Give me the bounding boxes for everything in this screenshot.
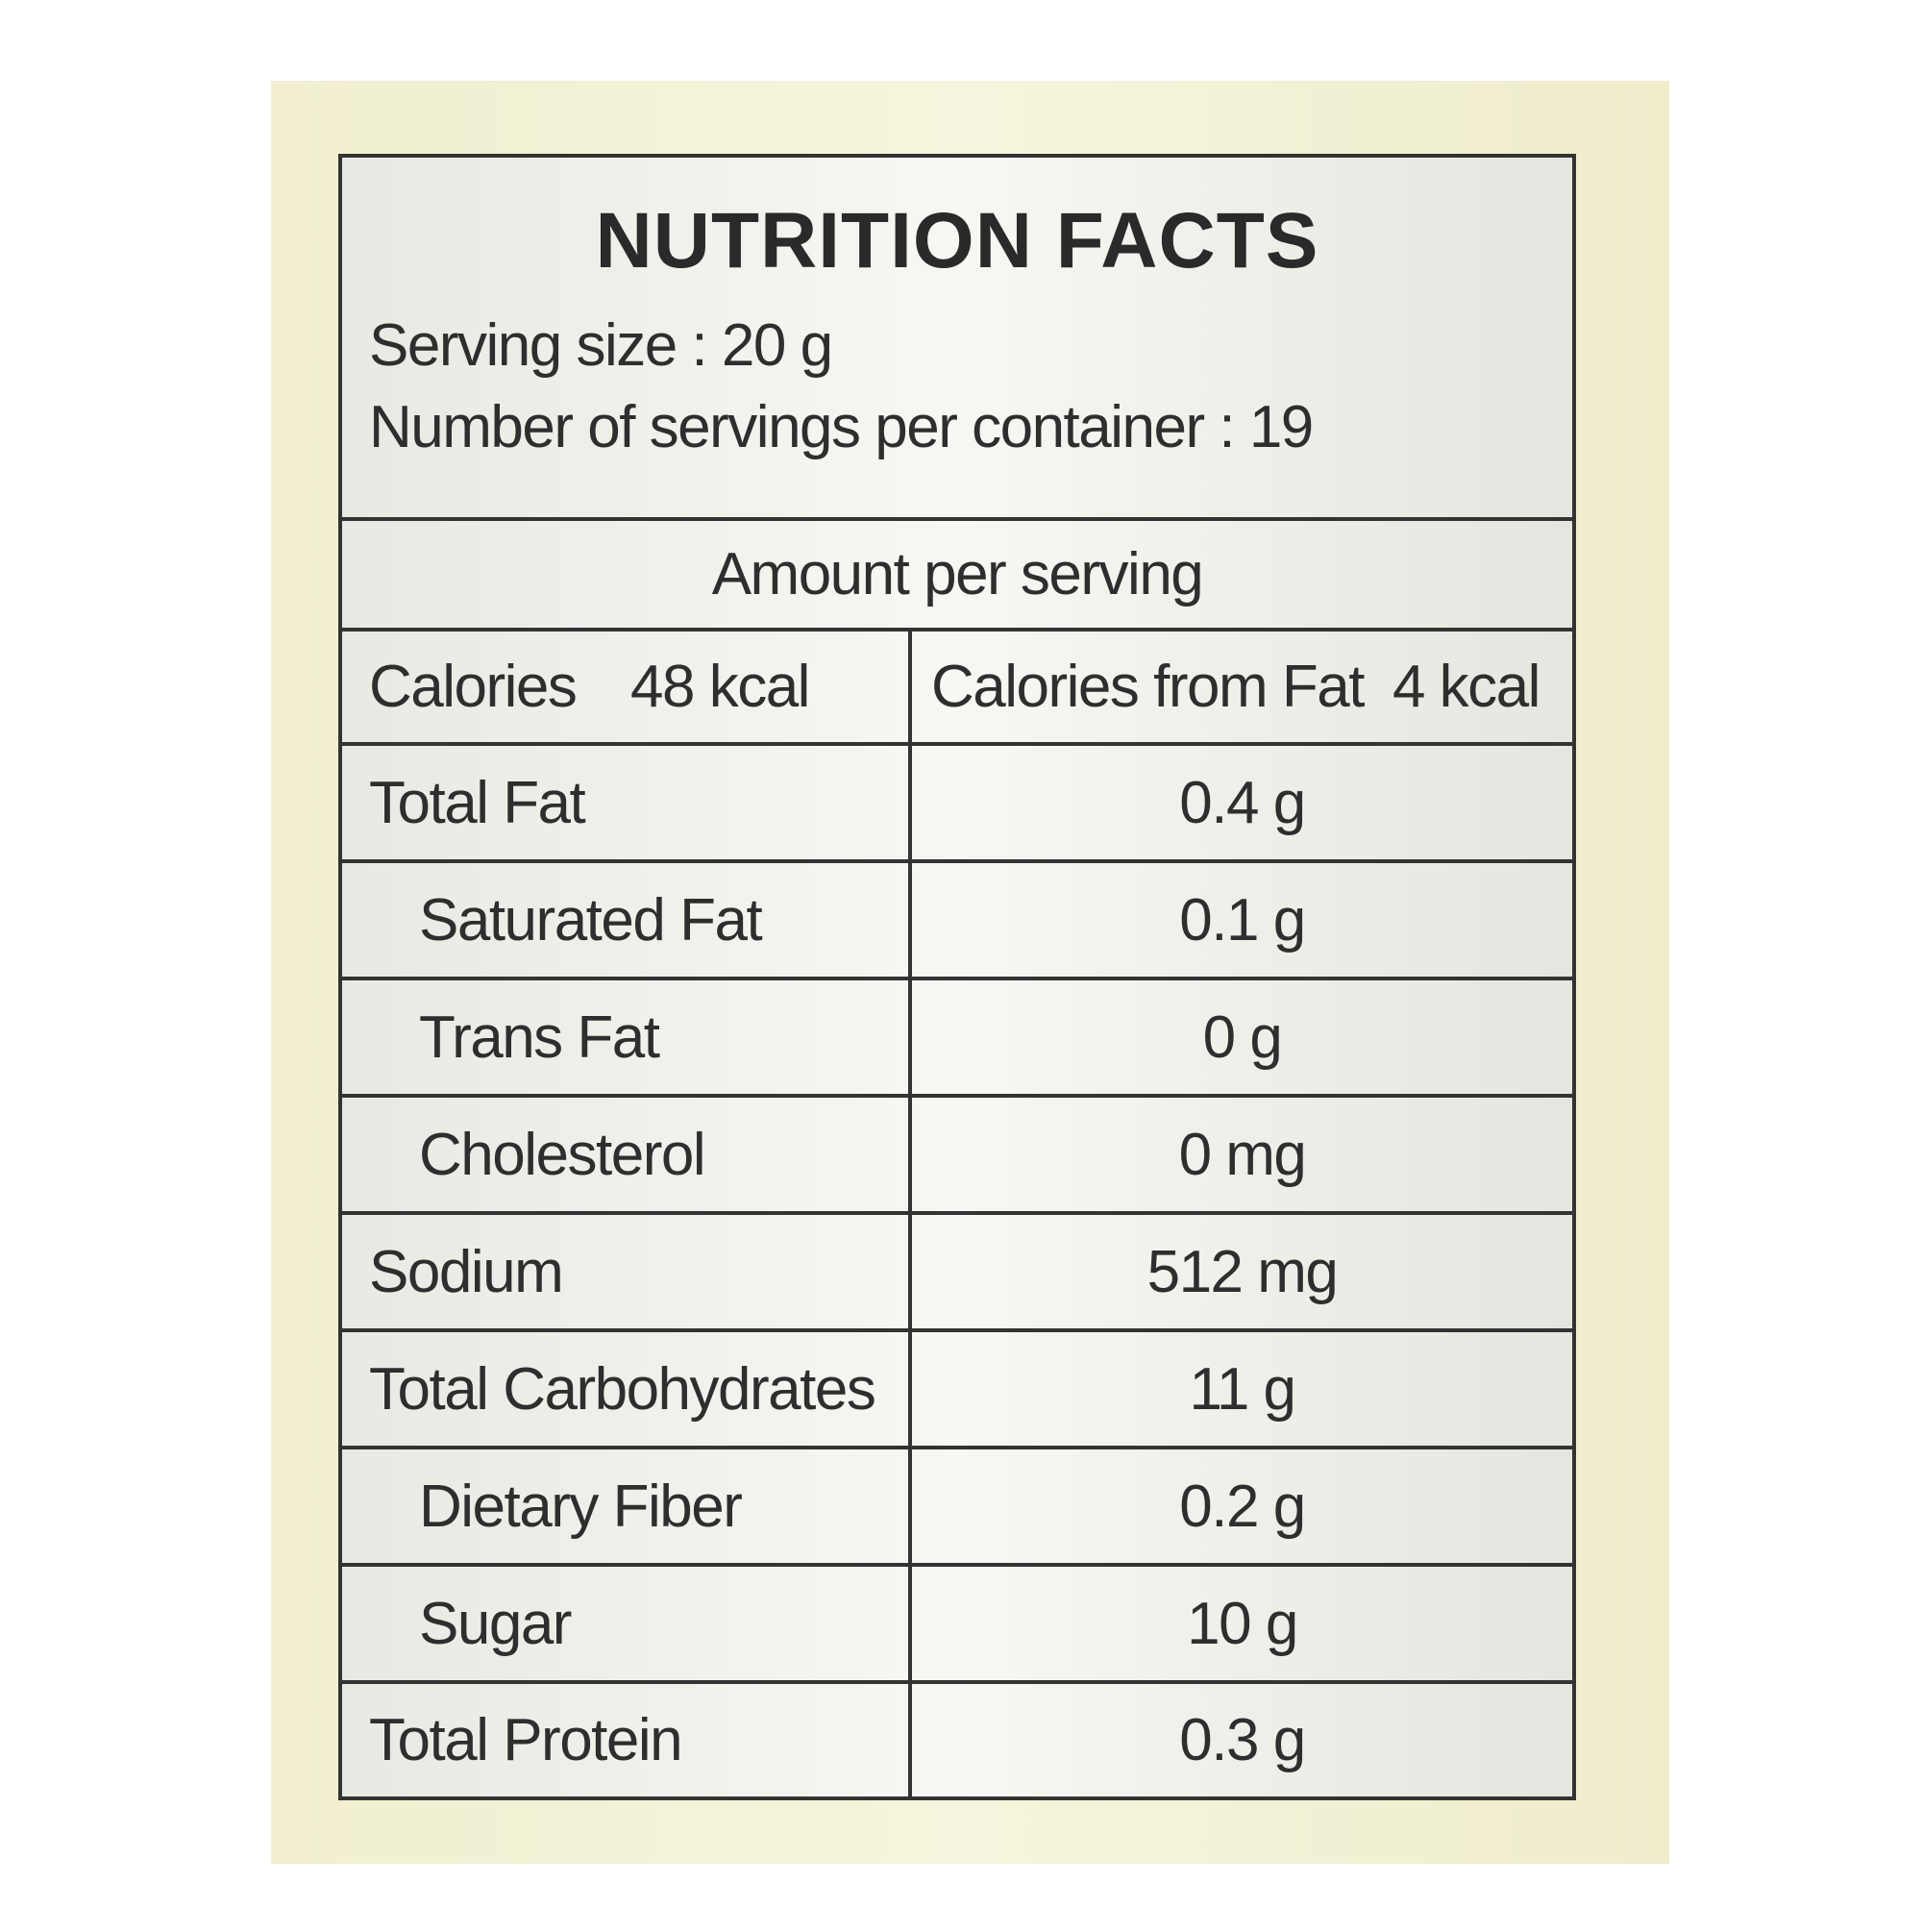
nutrient-row: Saturated Fat 0.1 g: [342, 859, 1572, 977]
section-header-row: Amount per serving: [342, 517, 1572, 628]
nutrient-name: Dietary Fiber: [419, 1473, 743, 1540]
nutrient-name: Total Carbohydrates: [369, 1355, 876, 1423]
nutrient-name: Saturated Fat: [419, 886, 763, 954]
calories-row: Calories 48 kcal Calories from Fat 4 kca…: [342, 628, 1572, 742]
servings-per-container: Number of servings per container : 19: [369, 394, 1314, 460]
nutrient-amount: 10 g: [908, 1567, 1572, 1680]
nutrient-amount: 0 mg: [908, 1098, 1572, 1211]
calories-label: Calories: [369, 654, 578, 720]
nutrient-amount: 0 g: [908, 980, 1572, 1094]
nutrient-amount: 0.1 g: [908, 863, 1572, 977]
nutrient-name: Cholesterol: [419, 1121, 706, 1188]
calories-value: 48 kcal: [630, 654, 810, 720]
nutrient-amount: 512 mg: [908, 1215, 1572, 1328]
title: NUTRITION FACTS: [595, 197, 1319, 285]
calories-fat-cell: Calories from Fat 4 kcal: [908, 632, 1572, 742]
nutrient-row: Total Carbohydrates 11 g: [342, 1328, 1572, 1446]
nutrient-amount: 0.4 g: [908, 746, 1572, 859]
nutrient-name: Trans Fat: [419, 1003, 660, 1071]
nutrient-row: Sugar 10 g: [342, 1563, 1572, 1680]
nutrient-row: Trans Fat 0 g: [342, 977, 1572, 1094]
nutrient-name: Total Protein: [369, 1707, 683, 1773]
nutrient-amount: 0.3 g: [908, 1684, 1572, 1796]
watermark: S&R: [1666, 1803, 1907, 1930]
calories-fat-label: Calories from Fat: [931, 654, 1365, 720]
nutrition-label: NUTRITION FACTS Serving size : 20 g Numb…: [338, 154, 1906, 1930]
nutrient-name: Sodium: [369, 1238, 564, 1305]
nutrient-name: Sugar: [419, 1590, 572, 1657]
nutrient-row: Sodium 512 mg: [342, 1211, 1572, 1328]
serving-size: Serving size : 20 g: [369, 312, 833, 379]
section-header: Amount per serving: [711, 541, 1204, 607]
nutrient-row: Total Fat 0.4 g: [342, 742, 1572, 859]
nutrient-amount: 11 g: [908, 1332, 1572, 1446]
nutrient-amount: 0.2 g: [908, 1449, 1572, 1563]
nutrient-row: Cholesterol 0 mg: [342, 1094, 1572, 1211]
nutrient-row: Dietary Fiber 0.2 g: [342, 1446, 1572, 1563]
nutrient-row: Total Protein 0.3 g: [342, 1680, 1572, 1796]
nutrient-name: Total Fat: [369, 769, 586, 836]
calories-fat-value: 4 kcal: [1392, 654, 1540, 720]
